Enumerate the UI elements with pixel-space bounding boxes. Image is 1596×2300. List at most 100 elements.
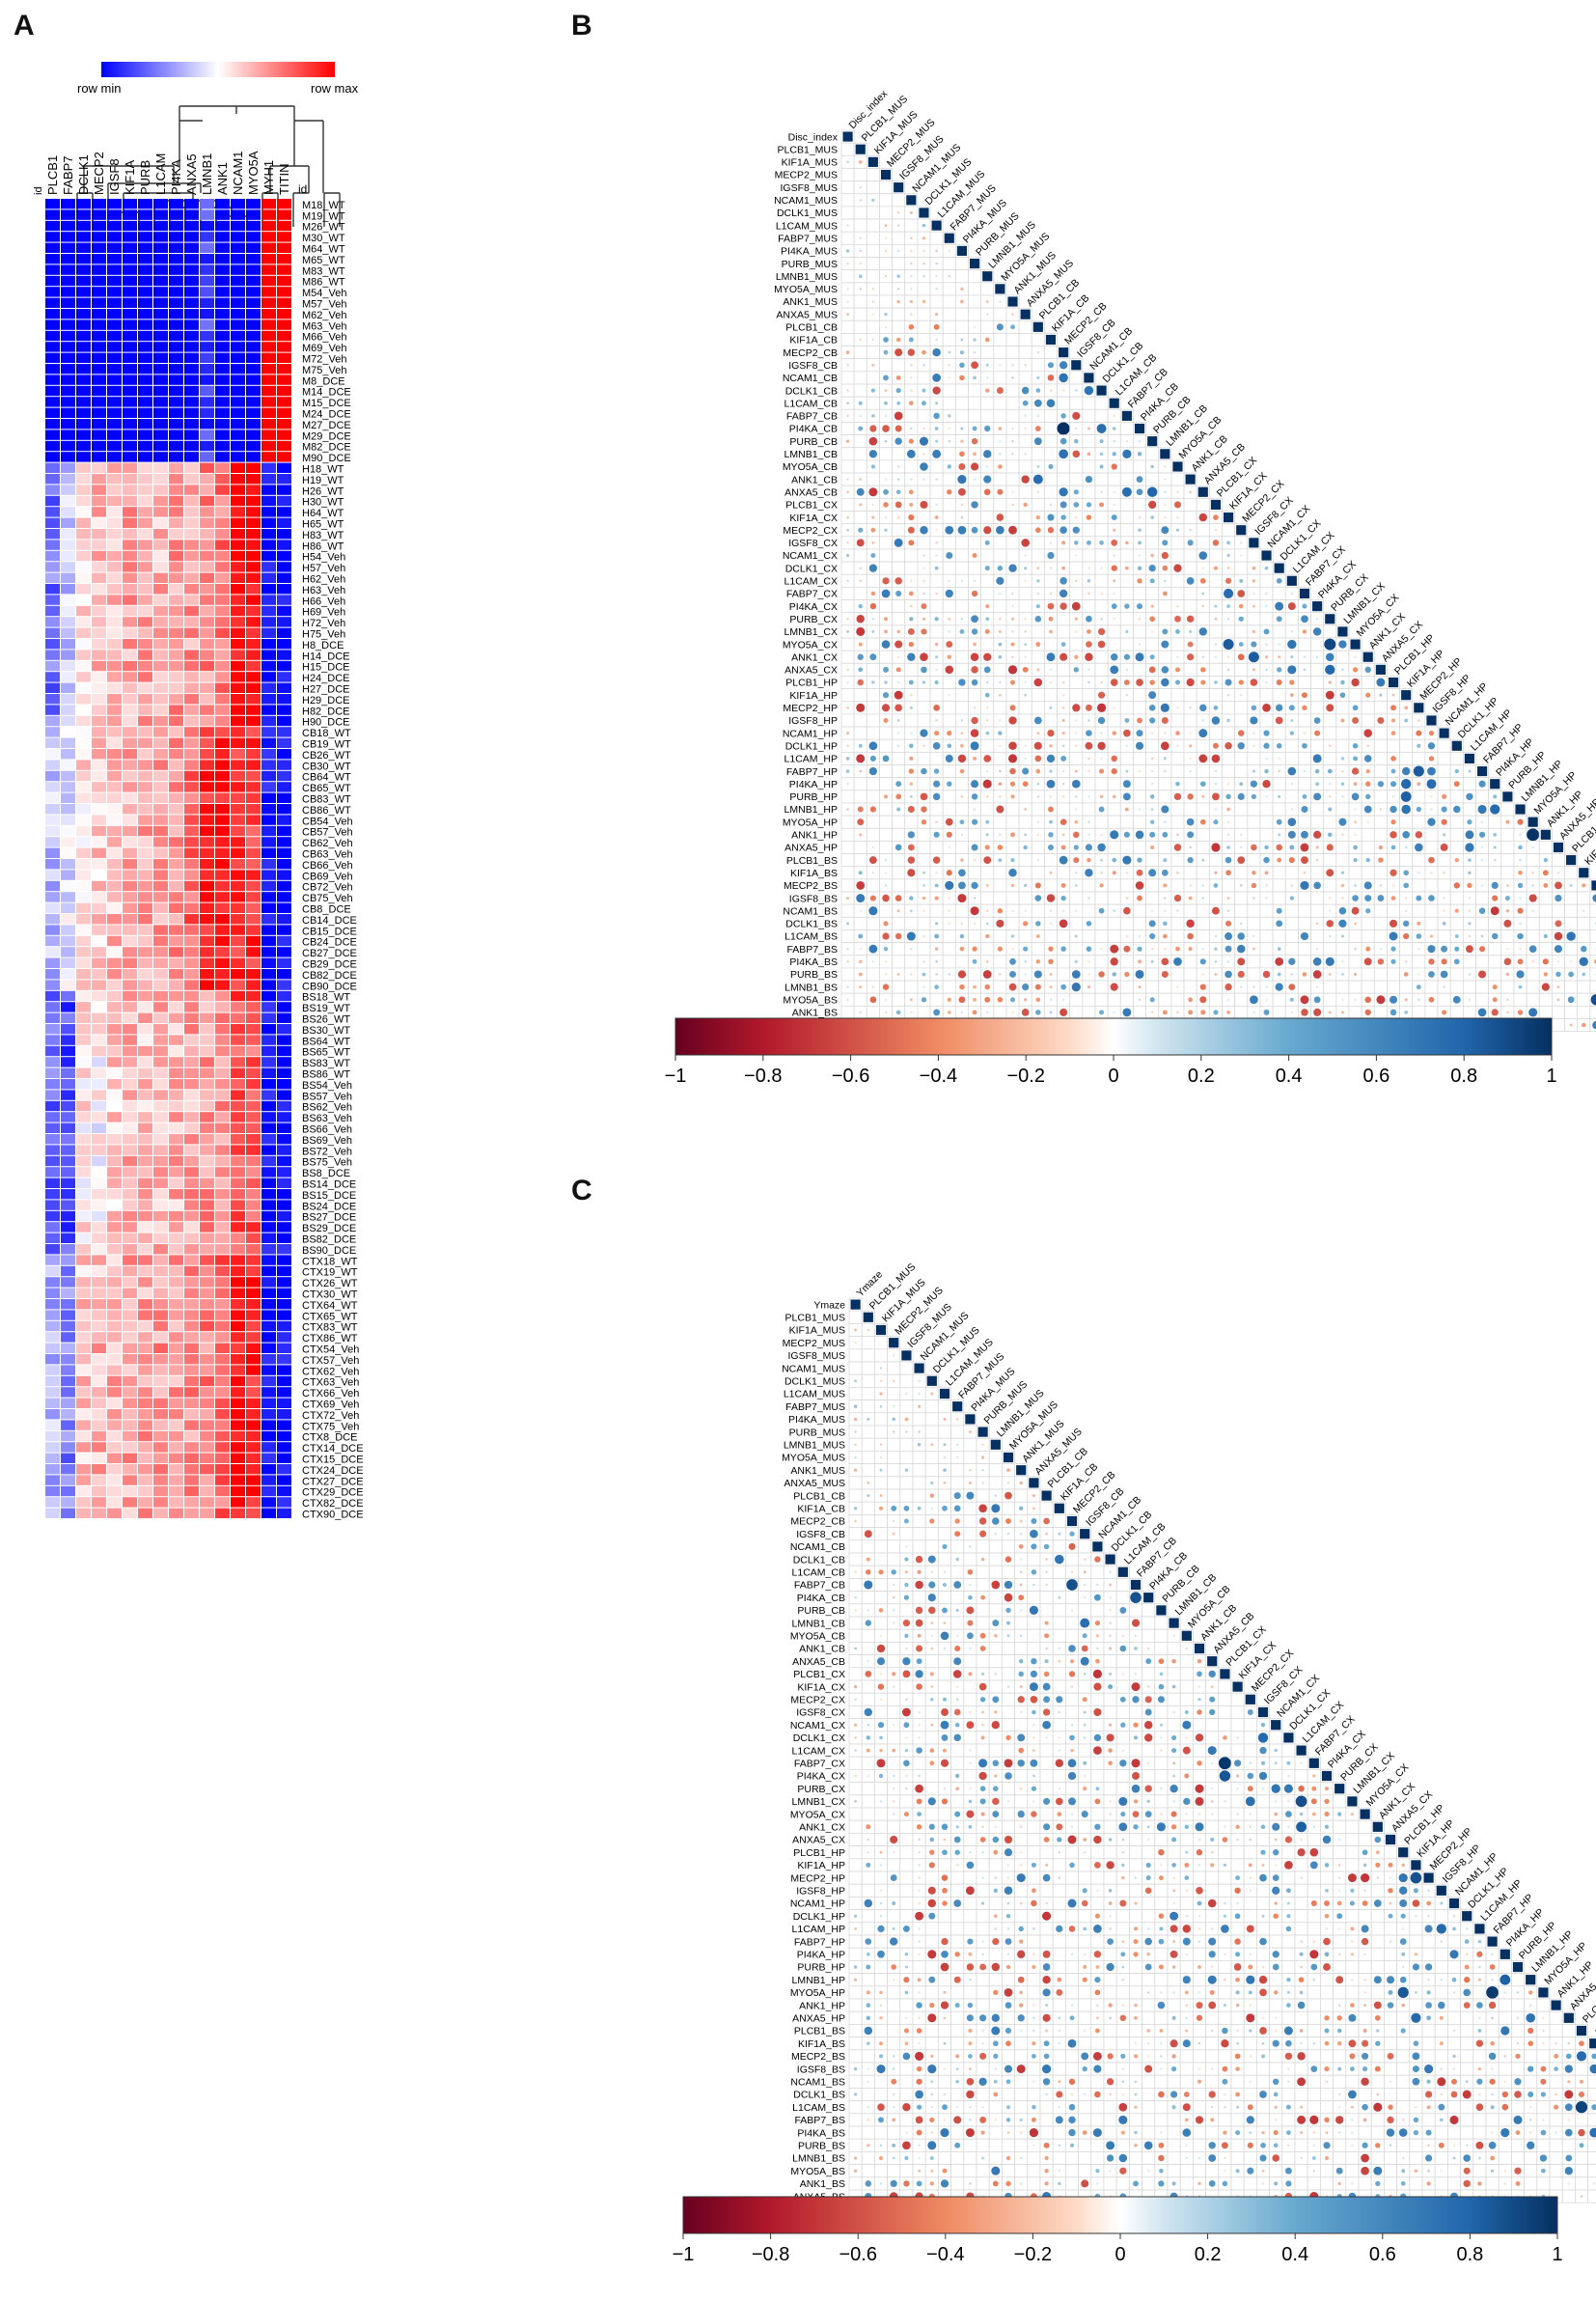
- heatmap-cell: [153, 1155, 168, 1167]
- corr-cell: [1031, 447, 1045, 461]
- corr-mark: [858, 743, 863, 748]
- corr-mark: [1061, 566, 1066, 570]
- row-label: BS14_DCE: [302, 1179, 356, 1191]
- corr-cell: [1196, 764, 1210, 779]
- heatmap-cell: [200, 1475, 214, 1485]
- corr-diag-mark: [1439, 728, 1449, 738]
- corr-cell: [954, 536, 969, 550]
- corr-cell: [917, 408, 931, 423]
- heatmap-cell: [184, 242, 199, 253]
- corr-mark: [1138, 439, 1142, 443]
- heatmap-cell: [107, 430, 122, 440]
- corr-mark: [1096, 424, 1107, 433]
- heatmap-cell: [107, 507, 122, 517]
- corr-cell: [1424, 841, 1439, 854]
- heatmap-cell: [246, 650, 261, 660]
- corr-cell: [1373, 751, 1388, 765]
- heatmap-cell: [92, 694, 106, 705]
- heatmap-cell: [107, 1112, 122, 1122]
- corr-cell: [892, 193, 906, 208]
- heatmap-cell: [76, 782, 91, 792]
- corr-mark: [1416, 806, 1421, 813]
- heatmap-cell: [61, 980, 75, 990]
- heatmap-cell: [200, 1508, 214, 1518]
- heatmap-cell: [215, 529, 230, 540]
- heatmap-cell: [184, 694, 199, 705]
- corr-cell: [1234, 815, 1249, 829]
- corr-mark: [1287, 665, 1297, 675]
- corr-mark: [1252, 871, 1256, 875]
- corr-mark: [1049, 541, 1053, 544]
- heatmap-cell: [76, 1079, 91, 1090]
- heatmap-cell: [138, 925, 152, 935]
- heatmap-cell: [45, 804, 60, 815]
- heatmap-cell: [138, 550, 152, 562]
- heatmap-cell: [153, 1310, 168, 1320]
- heatmap-cell: [246, 507, 261, 517]
- heatmap-cell: [246, 275, 261, 287]
- corr-cell: [853, 853, 867, 868]
- heatmap-cell: [231, 374, 245, 385]
- corr-mark: [896, 224, 900, 227]
- heatmap-cell: [261, 1343, 276, 1353]
- corr-mark: [932, 741, 941, 750]
- heatmap-cell: [76, 1057, 91, 1067]
- heatmap-cell: [261, 935, 276, 947]
- corr-cell: [879, 777, 894, 791]
- heatmap-cell: [277, 925, 291, 935]
- corr-mark: [910, 732, 913, 734]
- corr-mark: [947, 489, 952, 495]
- corr-cell: [904, 713, 919, 728]
- heatmap-cell: [153, 947, 168, 957]
- corr-mark: [920, 525, 928, 535]
- heatmap-cell: [92, 1002, 106, 1012]
- corr-mark: [1312, 754, 1322, 763]
- heatmap-cell: [231, 452, 245, 462]
- corr-mark: [1493, 833, 1498, 837]
- heatmap-cell: [107, 374, 122, 385]
- corr-mark: [896, 288, 900, 291]
- heatmap-cell: [200, 397, 214, 407]
- corr-mark: [1072, 450, 1081, 458]
- corr-mark: [984, 692, 990, 698]
- heatmap-cell: [246, 309, 261, 319]
- heatmap-cell: [45, 782, 60, 792]
- corr-cell: [1183, 561, 1197, 575]
- corr-cell: [1310, 815, 1325, 829]
- corr-mark: [1049, 680, 1053, 684]
- heatmap-cell: [153, 1497, 168, 1508]
- corr-mark: [985, 363, 989, 367]
- corr-mark: [1024, 757, 1027, 761]
- corr-cell: [866, 573, 880, 588]
- corr-cell: [1018, 332, 1032, 346]
- corr-mark: [935, 529, 938, 532]
- heatmap-cell: [123, 737, 137, 748]
- corr-mark: [1252, 592, 1255, 596]
- heatmap-cell: [123, 220, 137, 232]
- corr-mark: [1276, 844, 1282, 851]
- corr-mark: [908, 641, 915, 648]
- row-label: M8_DCE: [302, 375, 345, 387]
- heatmap-cell: [184, 825, 199, 837]
- heatmap-cell: [184, 1409, 199, 1420]
- corr-cell: [942, 383, 956, 398]
- heatmap-cell: [215, 232, 230, 242]
- heatmap-cell: [231, 749, 245, 760]
- corr-mark: [1060, 756, 1067, 762]
- corr-diag-mark: [1045, 334, 1057, 346]
- corr-mark: [1377, 716, 1385, 724]
- corr-mark: [1265, 592, 1268, 596]
- corr-cell: [1259, 713, 1274, 728]
- heatmap-cell: [215, 1035, 230, 1045]
- heatmap-cell: [200, 540, 214, 550]
- corr-cell: [942, 764, 956, 779]
- corr-cell: [1031, 332, 1045, 346]
- heatmap-cell: [246, 1320, 261, 1332]
- corr-cell: [1222, 701, 1236, 715]
- heatmap-cell: [107, 737, 122, 748]
- corr-cell: [1158, 777, 1172, 791]
- heatmap-cell: [184, 1310, 199, 1320]
- corr-mark: [1212, 742, 1219, 749]
- row-label: M29_DCE: [302, 430, 351, 442]
- heatmap-cell: [138, 1442, 152, 1453]
